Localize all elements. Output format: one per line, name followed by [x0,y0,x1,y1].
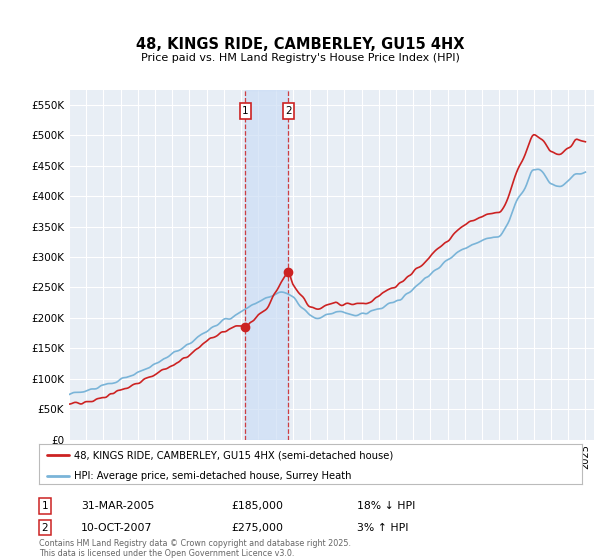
Text: £185,000: £185,000 [231,501,283,511]
Text: 2: 2 [41,522,49,533]
Text: 31-MAR-2005: 31-MAR-2005 [81,501,154,511]
Text: Price paid vs. HM Land Registry's House Price Index (HPI): Price paid vs. HM Land Registry's House … [140,53,460,63]
Text: Contains HM Land Registry data © Crown copyright and database right 2025.
This d: Contains HM Land Registry data © Crown c… [39,539,351,558]
Text: HPI: Average price, semi-detached house, Surrey Heath: HPI: Average price, semi-detached house,… [74,470,352,480]
Text: 10-OCT-2007: 10-OCT-2007 [81,522,152,533]
Text: 48, KINGS RIDE, CAMBERLEY, GU15 4HX (semi-detached house): 48, KINGS RIDE, CAMBERLEY, GU15 4HX (sem… [74,450,394,460]
Text: 1: 1 [41,501,49,511]
Text: £275,000: £275,000 [231,522,283,533]
Text: 1: 1 [242,106,249,116]
Text: 48, KINGS RIDE, CAMBERLEY, GU15 4HX: 48, KINGS RIDE, CAMBERLEY, GU15 4HX [136,36,464,52]
Text: 3% ↑ HPI: 3% ↑ HPI [357,522,409,533]
Bar [245,90,289,440]
Text: 2: 2 [285,106,292,116]
Text: 18% ↓ HPI: 18% ↓ HPI [357,501,415,511]
